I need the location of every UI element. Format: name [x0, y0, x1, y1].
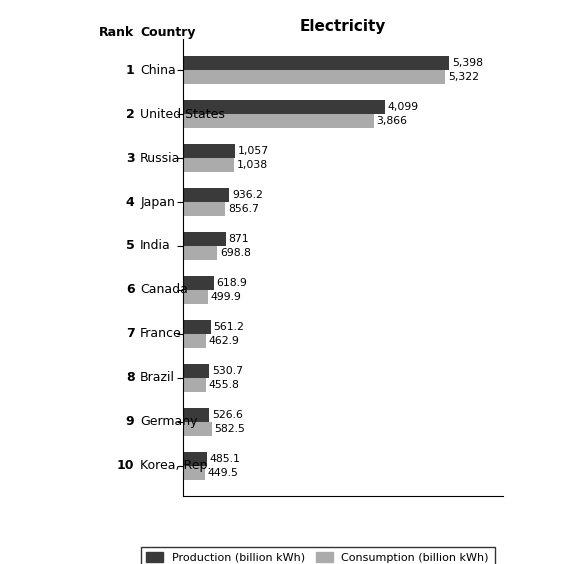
Text: 10: 10	[117, 459, 134, 472]
Text: Korea, Rep.: Korea, Rep.	[140, 459, 212, 472]
Bar	[183, 334, 206, 348]
Text: 6: 6	[126, 283, 134, 296]
Legend: Production (billion kWh), Consumption (billion kWh): Production (billion kWh), Consumption (b…	[141, 547, 495, 564]
Text: 526.6: 526.6	[212, 409, 243, 420]
Text: 449.5: 449.5	[208, 468, 239, 478]
Bar	[183, 378, 205, 392]
Text: 871: 871	[229, 234, 249, 244]
Text: 1,057: 1,057	[238, 146, 269, 156]
Text: 3: 3	[126, 152, 134, 165]
Text: 618.9: 618.9	[216, 278, 247, 288]
Text: 2: 2	[126, 108, 134, 121]
Bar	[183, 276, 213, 290]
Text: Brazil: Brazil	[140, 371, 175, 384]
Bar	[183, 232, 226, 246]
Text: Country: Country	[140, 27, 196, 39]
Text: 455.8: 455.8	[208, 380, 239, 390]
Bar	[183, 422, 212, 436]
Text: Rank: Rank	[99, 27, 134, 39]
Text: 8: 8	[126, 371, 134, 384]
Bar	[183, 465, 205, 479]
Bar	[183, 56, 449, 70]
Text: 1,038: 1,038	[237, 160, 268, 170]
Bar	[183, 246, 217, 260]
Title: Electricity: Electricity	[300, 19, 387, 34]
Bar	[183, 100, 385, 114]
Text: 485.1: 485.1	[210, 453, 241, 464]
Bar	[183, 408, 209, 422]
Text: Canada: Canada	[140, 283, 188, 296]
Bar	[183, 202, 225, 216]
Bar	[183, 452, 207, 465]
Text: 698.8: 698.8	[220, 248, 251, 258]
Text: 4,099: 4,099	[388, 102, 419, 112]
Text: Germany: Germany	[140, 415, 198, 428]
Text: 1: 1	[126, 64, 134, 77]
Text: Japan: Japan	[140, 196, 175, 209]
Bar	[183, 364, 209, 378]
Text: 936.2: 936.2	[232, 190, 263, 200]
Text: United States: United States	[140, 108, 225, 121]
Text: Russia: Russia	[140, 152, 181, 165]
Text: 7: 7	[126, 327, 134, 340]
Text: 561.2: 561.2	[213, 322, 244, 332]
Text: 462.9: 462.9	[209, 336, 240, 346]
Text: France: France	[140, 327, 182, 340]
Text: India: India	[140, 240, 171, 253]
Bar	[183, 70, 446, 84]
Bar	[183, 290, 208, 304]
Bar	[183, 114, 374, 128]
Bar	[183, 188, 229, 202]
Text: 530.7: 530.7	[212, 365, 243, 376]
Text: 5,322: 5,322	[448, 72, 479, 82]
Bar	[183, 320, 210, 334]
Text: 499.9: 499.9	[210, 292, 241, 302]
Text: 5,398: 5,398	[452, 58, 483, 68]
Text: 4: 4	[126, 196, 134, 209]
Bar	[183, 158, 234, 172]
Text: 3,866: 3,866	[376, 116, 407, 126]
Text: 582.5: 582.5	[214, 424, 245, 434]
Text: China: China	[140, 64, 176, 77]
Bar	[183, 144, 235, 158]
Text: 856.7: 856.7	[228, 204, 259, 214]
Text: 5: 5	[126, 240, 134, 253]
Text: 9: 9	[126, 415, 134, 428]
